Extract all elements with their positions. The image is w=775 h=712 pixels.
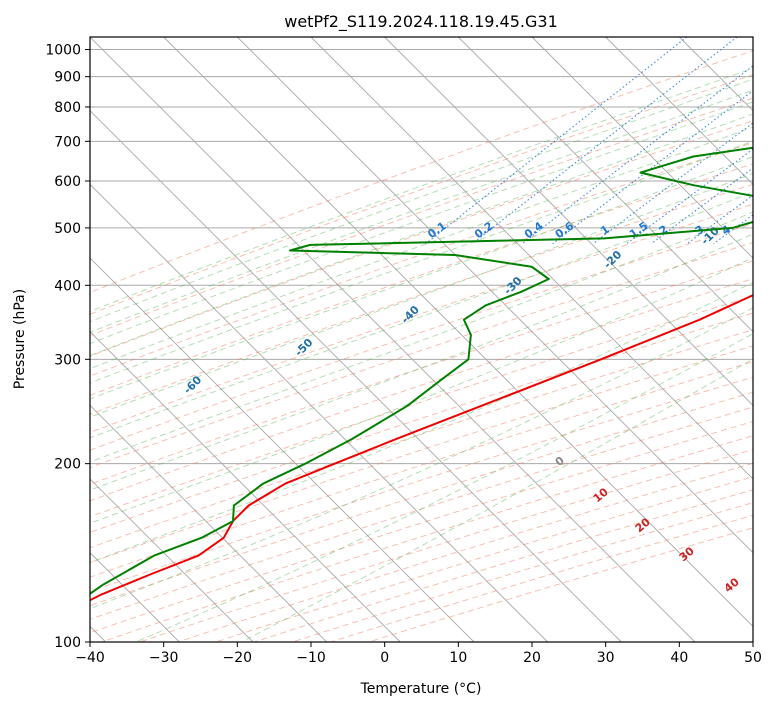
y-tick-label: 800 [54, 100, 81, 116]
y-tick-label: 200 [54, 457, 81, 473]
y-tick-label: 900 [54, 70, 81, 86]
x-tick-label: 30 [597, 650, 615, 666]
x-tick-label: −20 [223, 650, 253, 666]
chart-title: wetPf2_S119.2024.118.19.45.G31 [284, 12, 558, 32]
x-tick-label: −10 [296, 650, 326, 666]
y-tick-label: 700 [54, 134, 81, 150]
y-axis-label: Pressure (hPa) [12, 289, 28, 389]
x-tick-label: −40 [75, 650, 105, 666]
x-tick-label: 0 [380, 650, 389, 666]
x-tick-label: 20 [523, 650, 541, 666]
y-tick-label: 400 [54, 278, 81, 294]
y-tick-label: 300 [54, 352, 81, 368]
y-tick-label: 100 [54, 635, 81, 651]
y-tick-label: 500 [54, 221, 81, 237]
y-tick-label: 1000 [45, 43, 81, 59]
x-axis-label: Temperature (°C) [360, 681, 482, 697]
x-tick-label: 40 [670, 650, 688, 666]
x-tick-label: −30 [149, 650, 179, 666]
y-tick-label: 600 [54, 174, 81, 190]
x-tick-label: 50 [744, 650, 762, 666]
x-tick-label: 10 [449, 650, 467, 666]
